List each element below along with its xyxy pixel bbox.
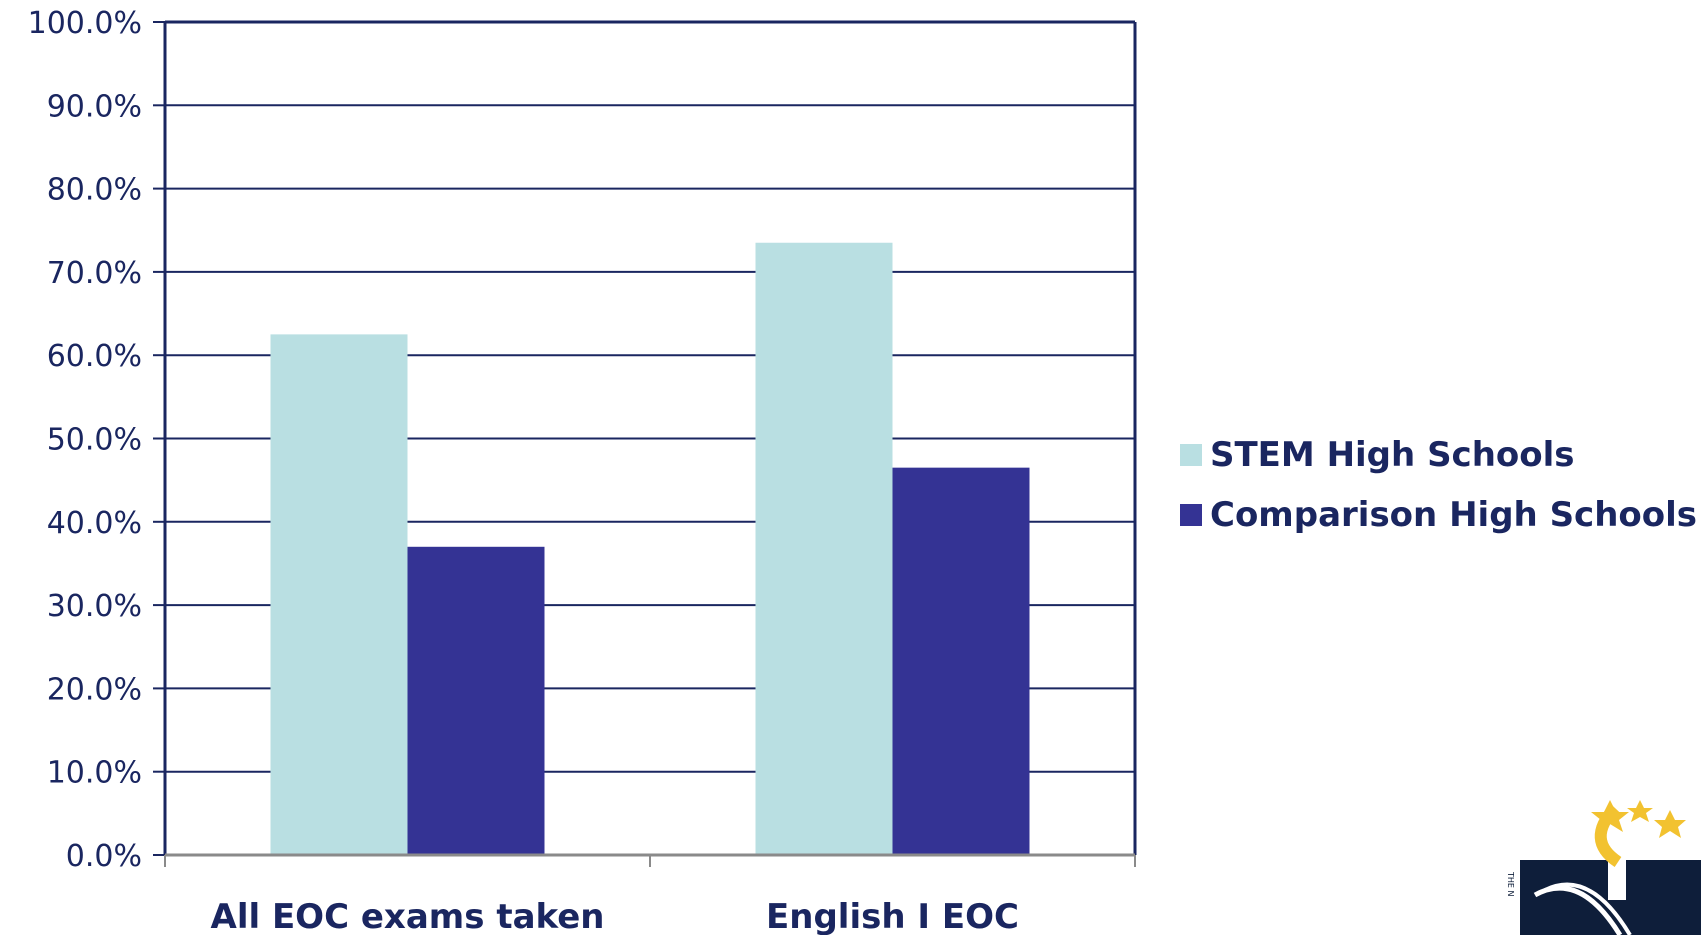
bar-comparison-0 — [407, 546, 545, 855]
legend-label-comparison: Comparison High Schools — [1210, 495, 1698, 535]
legend-label-stem: STEM High Schools — [1210, 435, 1575, 475]
bar-stem-1 — [755, 242, 893, 855]
bar-stem-0 — [270, 334, 408, 855]
axes — [153, 20, 1137, 867]
svg-text:THE N: THE N — [1506, 871, 1515, 897]
y-tick-label: 80.0% — [47, 173, 142, 208]
legend-swatch-comparison — [1180, 504, 1202, 526]
y-tick-label: 70.0% — [47, 256, 142, 291]
y-tick-label: 0.0% — [66, 839, 142, 874]
y-tick-label: 20.0% — [47, 672, 142, 707]
y-tick-label: 50.0% — [47, 423, 142, 458]
university-seal-icon: THE N — [1506, 800, 1701, 935]
y-tick-label: 30.0% — [47, 589, 142, 624]
legend: STEM High Schools Comparison High School… — [1180, 425, 1697, 545]
y-tick-label: 90.0% — [47, 89, 142, 124]
x-category-label: English I EOC — [766, 897, 1019, 935]
y-tick-label: 100.0% — [28, 6, 142, 41]
x-category-label: All EOC exams taken — [211, 897, 605, 935]
bars — [270, 242, 1030, 855]
y-tick-label: 10.0% — [47, 756, 142, 791]
y-tick-label: 60.0% — [47, 339, 142, 374]
legend-swatch-stem — [1180, 444, 1202, 466]
labels: 0.0% 10.0% 20.0% 30.0% 40.0% 50.0% 60.0% 70.0% 8… — [28, 6, 1019, 935]
bar-comparison-1 — [892, 467, 1030, 855]
y-tick-label: 40.0% — [47, 506, 142, 541]
legend-item-comparison: Comparison High Schools — [1180, 485, 1697, 545]
legend-item-stem: STEM High Schools — [1180, 425, 1697, 485]
